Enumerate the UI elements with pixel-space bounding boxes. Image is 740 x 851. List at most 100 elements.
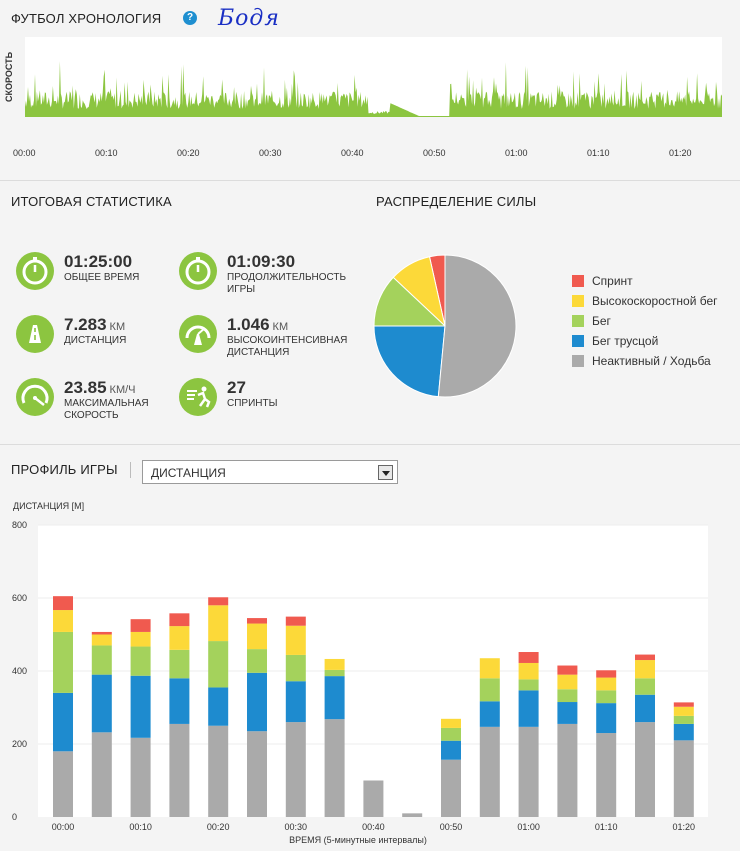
- x-tick-label: 00:00: [52, 822, 75, 832]
- bar-segment: [363, 780, 384, 817]
- stat-label: ПРОДОЛЖИТЕЛЬНОСТЬ ИГРЫ: [227, 272, 347, 295]
- bar-segment: [518, 690, 539, 727]
- bar-segment: [518, 679, 539, 691]
- stat-value: 01:09:30: [227, 252, 296, 271]
- speedometer-icon: [16, 378, 54, 416]
- bar-segment: [130, 675, 151, 738]
- bar-segment: [247, 618, 267, 624]
- bar-segment: [673, 706, 694, 716]
- x-tick-label: 01:10: [595, 822, 618, 832]
- bar-segment: [247, 649, 267, 673]
- stat-value: 1.046 КМ: [227, 315, 289, 334]
- speed-area: [25, 61, 722, 117]
- stopwatch-icon: [179, 252, 217, 290]
- bar-segment: [91, 674, 112, 733]
- bar-segment: [324, 658, 345, 670]
- speed-area-svg: [25, 61, 722, 117]
- bar-segment: [130, 646, 151, 676]
- divider: [0, 180, 740, 181]
- stat-label: ОБЩЕЕ ВРЕМЯ: [64, 272, 140, 283]
- bar-segment: [91, 631, 112, 635]
- bar-segment: [518, 726, 539, 817]
- distribution-title: РАСПРЕДЕЛЕНИЕ СИЛЫ: [376, 194, 537, 209]
- bar-segment: [324, 676, 345, 720]
- sprinter-icon: [179, 378, 217, 416]
- x-tick-label: 01:00: [517, 822, 540, 832]
- timeline-tick-label: 01:10: [587, 148, 610, 158]
- x-tick-label: 00:50: [440, 822, 463, 832]
- bar-segment: [208, 725, 229, 817]
- bar-segment: [130, 737, 151, 817]
- legend-label: Бег трусцой: [592, 334, 659, 348]
- stats-section: ИТОГОВАЯ СТАТИСТИКА РАСПРЕДЕЛЕНИЕ СИЛЫ 0…: [0, 181, 740, 444]
- bar-segment: [285, 625, 306, 655]
- x-tick-label: 00:20: [207, 822, 230, 832]
- y-tick-label: 800: [12, 520, 27, 530]
- bar-segment: [53, 610, 73, 632]
- x-tick-label: 00:40: [362, 822, 385, 832]
- legend-swatch: [572, 315, 584, 327]
- road-icon: [16, 315, 54, 353]
- bar-segment: [169, 649, 190, 679]
- bar-segment: [518, 662, 539, 680]
- timeline-tick-label: 00:20: [177, 148, 200, 158]
- timeline-tick-label: 00:10: [95, 148, 118, 158]
- bar-segment: [557, 723, 578, 817]
- legend-swatch: [572, 355, 584, 367]
- summary-title: ИТОГОВАЯ СТАТИСТИКА: [11, 194, 172, 209]
- bar-segment: [169, 626, 190, 650]
- legend-label: Бег: [592, 314, 611, 328]
- x-tick-label: 01:20: [673, 822, 696, 832]
- distribution-pie-chart: [373, 254, 517, 398]
- bar-segment: [673, 715, 694, 724]
- legend-label: Высокоскоростной бег: [592, 294, 718, 308]
- bar-segment: [169, 678, 190, 724]
- stat-label: ВЫСОКОИНТЕНСИВНАЯ ДИСТАНЦИЯ: [227, 335, 348, 358]
- bar-segment: [285, 722, 306, 817]
- bar-segment: [53, 692, 73, 752]
- bar-segment: [596, 677, 617, 691]
- bar-segment: [285, 681, 306, 723]
- bar-segment: [285, 616, 306, 626]
- stat-value: 7.283 КМ: [64, 315, 126, 334]
- timeline-tick-label: 01:00: [505, 148, 528, 158]
- divider: [0, 444, 740, 445]
- bar-segment: [479, 701, 500, 727]
- distance-profile-chart: ДИСТАНЦИЯ [М] 0 200 400 600 800 00:00 00:10 00:2…: [12, 501, 708, 845]
- bar-segment: [596, 703, 617, 734]
- bar-segment: [518, 652, 539, 663]
- bar-segment: [596, 670, 617, 678]
- help-icon[interactable]: ?: [183, 11, 197, 25]
- bar-segment: [635, 678, 655, 695]
- bar-segment: [596, 733, 617, 817]
- bar-segment: [635, 694, 655, 723]
- bar-segment: [479, 678, 500, 702]
- bar-segment: [169, 723, 190, 817]
- bar-segment: [402, 813, 423, 817]
- chevron-down-icon[interactable]: [378, 465, 393, 480]
- timeline-ylabel: СКОРОСТЬ: [4, 51, 14, 102]
- bar-segment: [673, 723, 694, 741]
- bar-segment: [247, 731, 267, 817]
- timeline-section: ФУТБОЛ ХРОНОЛОГИЯ ? Бодя СКОРОСТЬ 00:00 0…: [0, 0, 740, 180]
- timeline-tick-label: 01:20: [669, 148, 692, 158]
- bar-segment: [91, 732, 112, 817]
- bar-segment: [441, 759, 461, 817]
- stat-label: ДИСТАНЦИЯ: [64, 335, 127, 346]
- bar-segment: [557, 665, 578, 675]
- bar-segment: [324, 669, 345, 677]
- stat-label: СПРИНТЫ: [227, 398, 278, 409]
- y-tick-label: 400: [12, 666, 27, 676]
- stat-value: 23.85 КМ/Ч: [64, 378, 136, 397]
- bar-segment: [285, 654, 306, 682]
- bar-segment: [130, 631, 151, 647]
- dropdown-value: ДИСТАНЦИЯ: [151, 466, 226, 480]
- handwritten-annotation: Бодя: [218, 6, 280, 31]
- bar-segment: [91, 645, 112, 675]
- bar-segment: [635, 654, 655, 661]
- timeline-tick-label: 00:40: [341, 148, 364, 158]
- metric-dropdown[interactable]: ДИСТАНЦИЯ: [142, 460, 398, 484]
- bar-segment: [479, 658, 500, 679]
- bar-segment: [673, 740, 694, 817]
- legend-swatch: [572, 335, 584, 347]
